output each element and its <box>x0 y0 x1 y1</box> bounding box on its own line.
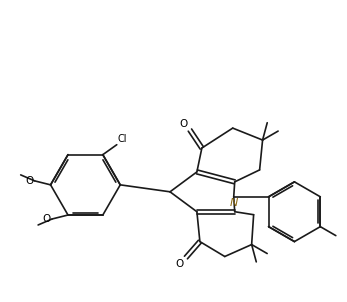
Text: Cl: Cl <box>118 134 127 144</box>
Text: N: N <box>229 198 238 208</box>
Text: O: O <box>176 259 184 268</box>
Text: O: O <box>180 119 188 129</box>
Text: O: O <box>25 176 34 186</box>
Text: O: O <box>43 214 51 224</box>
